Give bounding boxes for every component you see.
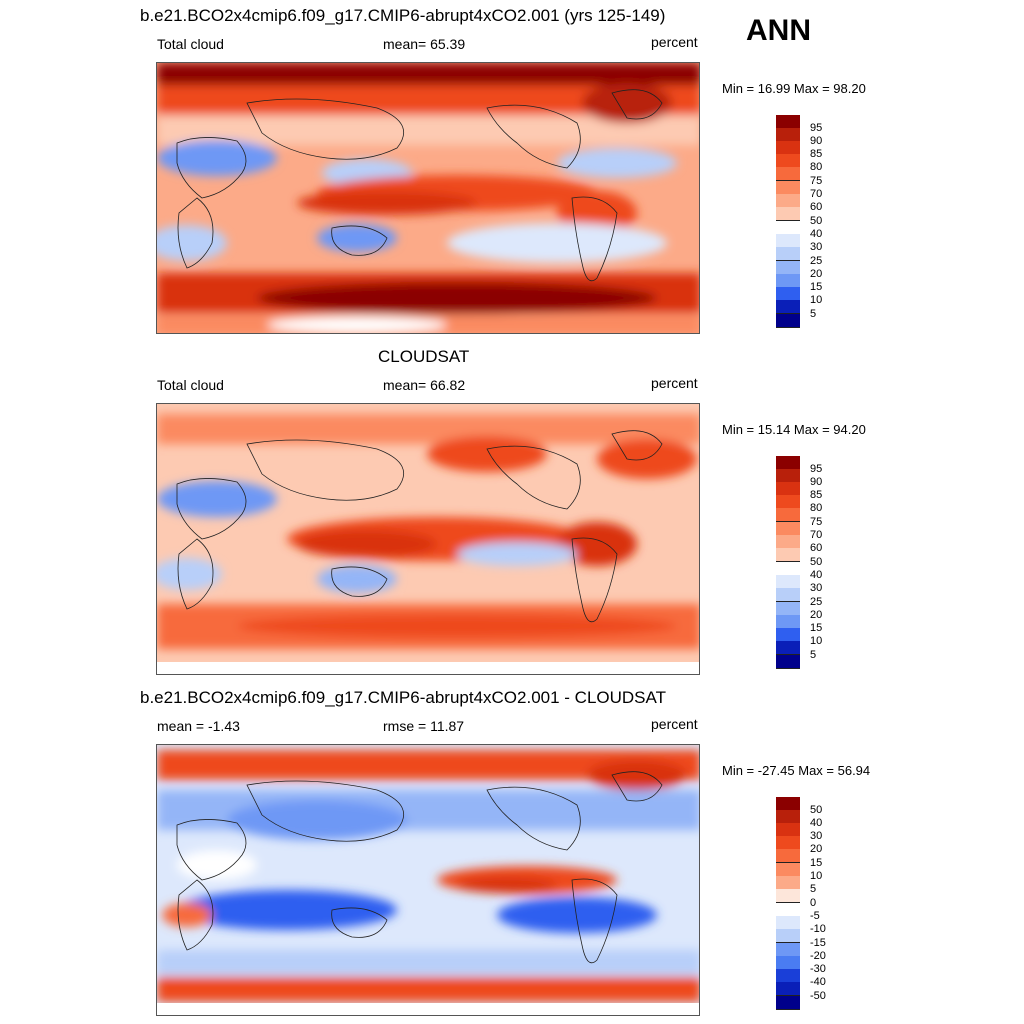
panel-1-colorbar-label: 25 [810, 255, 823, 267]
panel-2-title: CLOUDSAT [378, 347, 470, 366]
panel-3-colorbar-label: -15 [810, 937, 826, 949]
panel-3-colorbar-label: -40 [810, 976, 826, 988]
panel-1-colorbar-label: 40 [810, 228, 823, 240]
panel-3-colorbar-label: 5 [810, 883, 817, 895]
coastlines [176, 430, 663, 623]
panel-3-colorbar-label: -30 [810, 963, 826, 975]
panel-2-colorbar-label: 30 [810, 582, 823, 594]
panel-2-colorbar-label: 95 [810, 463, 823, 475]
panel-2-units: percent [651, 375, 698, 391]
panel-3-colorbar-label: -50 [810, 990, 826, 1002]
panel-2-colorbar-label: 70 [810, 529, 823, 541]
panel-1-colorbar: 95 90 85 80 75 70 60 50 40 30 25 20 15 1… [776, 115, 822, 328]
panel-2-colorbar-label: 90 [810, 476, 823, 488]
panel-3-colorbar-label: -5 [810, 910, 820, 922]
panel-2-colorbar-label: 15 [810, 622, 823, 634]
panel-3-colorbar-label: 30 [810, 830, 823, 842]
panel-2-contour-field [157, 404, 699, 674]
panel-3-colorbar-label: -10 [810, 923, 826, 935]
panel-1-colorbar-label: 30 [810, 241, 823, 253]
panel-2-colorbar-label: 10 [810, 635, 823, 647]
panel-2-colorbar-label: 75 [810, 516, 823, 528]
panel-1-colorbar-label: 5 [810, 308, 817, 320]
panel-2-colorbar-label: 5 [810, 649, 817, 661]
panel-1-title: b.e21.BCO2x4cmip6.f09_g17.CMIP6-abrupt4x… [140, 6, 666, 25]
panel-3-units: percent [651, 716, 698, 732]
panel-3-colorbar-label: 0 [810, 897, 817, 909]
panel-3-rmse: rmse = 11.87 [383, 718, 465, 734]
panel-1-colorbar-label: 75 [810, 175, 823, 187]
panel-3-colorbar-label: -20 [810, 950, 826, 962]
panel-3-mean: mean = -1.43 [157, 718, 240, 734]
coastlines [176, 89, 663, 282]
panel-3-title: b.e21.BCO2x4cmip6.f09_g17.CMIP6-abrupt4x… [140, 688, 666, 707]
panel-2-colorbar-label: 40 [810, 569, 823, 581]
panel-3-colorbar-label: 10 [810, 870, 823, 882]
panel-1-units: percent [651, 34, 698, 50]
panel-1-colorbar-label: 85 [810, 148, 823, 160]
panel-2-colorbar-label: 50 [810, 556, 823, 568]
panel-1-colorbar-label: 80 [810, 161, 823, 173]
panel-2-minmax: Min = 15.14 Max = 94.20 [722, 422, 866, 437]
panel-1-colorbar-label: 20 [810, 268, 823, 280]
panel-3-colorbar-label: 15 [810, 857, 823, 869]
panel-2-variable: Total cloud [157, 377, 224, 393]
panel-2-colorbar-label: 20 [810, 609, 823, 621]
panel-1-colorbar-label: 50 [810, 215, 823, 227]
panel-3-colorbar-label: 40 [810, 817, 823, 829]
panel-2-mean: mean= 66.82 [383, 377, 466, 393]
panel-1-colorbar-label: 70 [810, 188, 823, 200]
panel-1-mean: mean= 65.39 [383, 36, 466, 52]
panel-2-colorbar-label: 60 [810, 542, 823, 554]
panel-3-contour-field [157, 745, 699, 1015]
panel-1-map [156, 62, 700, 334]
panel-1-colorbar-label: 15 [810, 281, 823, 293]
panel-3-minmax: Min = -27.45 Max = 56.94 [722, 763, 871, 778]
panel-3-colorbar: 50 40 30 20 15 10 5 0 -5 -10 -15 -20 -30… [776, 797, 826, 1010]
panel-2-map [156, 403, 700, 675]
panel-3-colorbar-label: 50 [810, 804, 823, 816]
panel-1-variable: Total cloud [157, 36, 224, 52]
panel-1-colorbar-label: 95 [810, 122, 823, 134]
panel-3-colorbar-label: 20 [810, 843, 823, 855]
season-label: ANN [746, 14, 811, 47]
panel-2-colorbar: 95 90 85 80 75 70 60 50 40 30 25 20 15 1… [776, 456, 822, 669]
panel-1-contour-field [157, 63, 699, 333]
panel-2-colorbar-label: 85 [810, 489, 823, 501]
panel-1-minmax: Min = 16.99 Max = 98.20 [722, 81, 866, 96]
panel-2-colorbar-label: 80 [810, 502, 823, 514]
panel-2-colorbar-label: 25 [810, 596, 823, 608]
panel-1-colorbar-label: 60 [810, 201, 823, 213]
coastlines [176, 771, 663, 964]
panel-1-colorbar-label: 90 [810, 135, 823, 147]
panel-1-colorbar-label: 10 [810, 294, 823, 306]
panel-3-map [156, 744, 700, 1016]
